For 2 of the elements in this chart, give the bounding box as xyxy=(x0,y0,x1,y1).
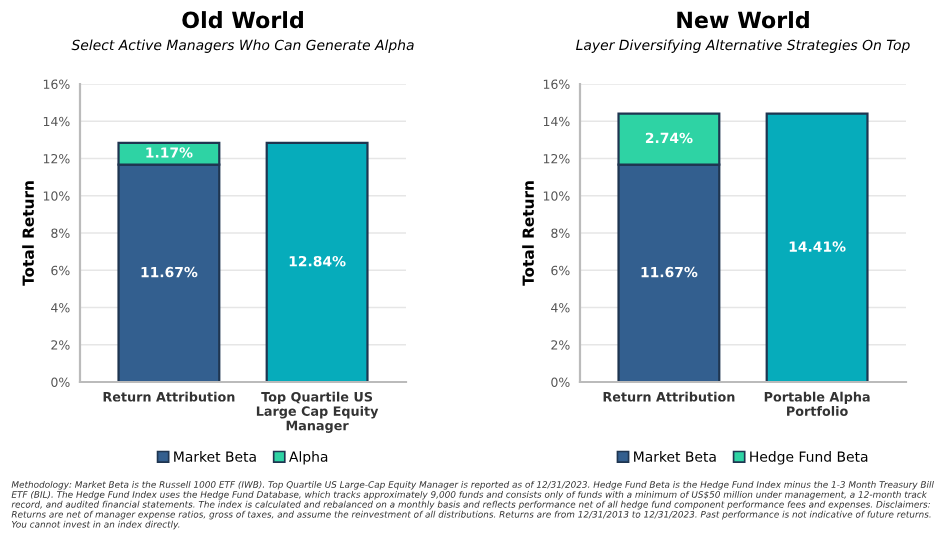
chart-title: Old World xyxy=(182,11,303,29)
chart-title: New World xyxy=(677,11,809,29)
